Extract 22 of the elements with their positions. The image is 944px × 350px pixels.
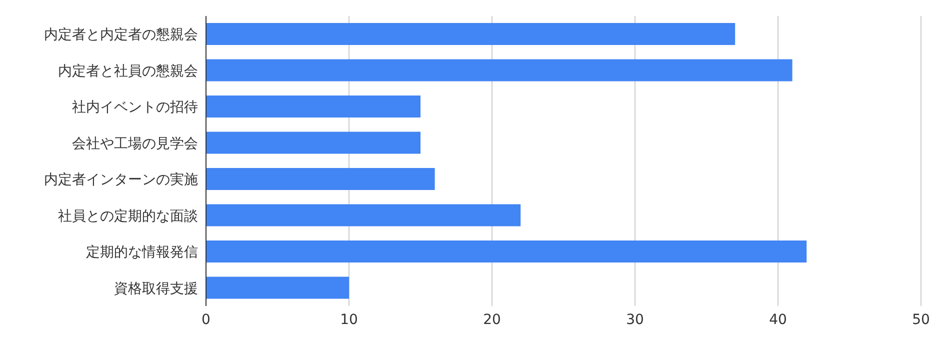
x-tick-label: 50 <box>912 312 930 328</box>
x-tick-label: 10 <box>340 312 358 328</box>
y-tick-label: 内定者インターンの実施 <box>44 172 198 188</box>
bar <box>206 168 435 190</box>
bar <box>206 132 420 154</box>
y-tick-label: 内定者と内定者の懇親会 <box>44 27 198 44</box>
y-tick-label: 社員との定期的な面談 <box>58 208 198 224</box>
y-tick-label: 会社や工場の見学会 <box>72 136 198 152</box>
y-tick-label: 内定者と社員の懇親会 <box>58 63 198 80</box>
bar <box>206 96 420 118</box>
x-tick-label: 40 <box>769 312 787 328</box>
y-tick-label: 定期的な情報発信 <box>86 244 198 261</box>
y-tick-label: 資格取得支援 <box>114 280 198 297</box>
y-tick-label: 社内イベントの招待 <box>72 100 198 116</box>
bar <box>206 23 736 45</box>
bar <box>206 59 792 82</box>
bar <box>206 276 349 299</box>
bar <box>206 240 807 262</box>
x-tick-label: 0 <box>202 312 210 328</box>
x-tick-label: 20 <box>483 312 501 328</box>
x-tick-label: 30 <box>626 312 644 328</box>
bar <box>206 204 521 226</box>
